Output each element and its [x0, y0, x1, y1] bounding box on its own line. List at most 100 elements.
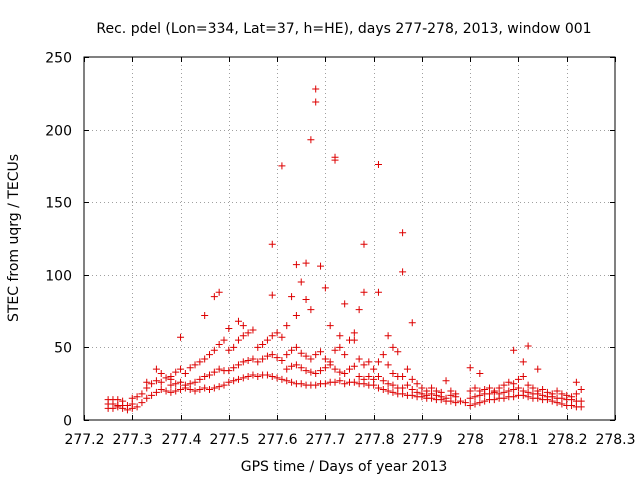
data-point	[152, 365, 160, 373]
data-point	[143, 394, 151, 402]
data-point	[432, 387, 440, 395]
data-point	[413, 388, 421, 396]
data-point	[138, 390, 146, 398]
data-point	[177, 365, 185, 373]
data-points	[104, 85, 585, 414]
data-point	[230, 343, 238, 351]
data-point	[408, 319, 416, 327]
y-tick-label: 50	[54, 341, 72, 357]
data-point	[244, 356, 252, 364]
data-point	[254, 343, 262, 351]
data-point	[283, 377, 291, 385]
data-point	[519, 358, 527, 366]
data-point	[268, 372, 276, 380]
data-point	[471, 384, 479, 392]
data-point	[196, 375, 204, 383]
data-point	[210, 293, 218, 301]
data-point	[350, 329, 358, 337]
data-point	[500, 388, 508, 396]
data-point	[384, 380, 392, 388]
data-point	[186, 364, 194, 372]
data-point	[510, 393, 518, 401]
data-point	[374, 358, 382, 366]
data-point	[283, 365, 291, 373]
data-point	[210, 368, 218, 376]
data-point	[389, 370, 397, 378]
data-point	[263, 352, 271, 360]
data-point	[360, 375, 368, 383]
data-point	[278, 333, 286, 341]
y-axis-label: STEC from uqrg / TECUs	[6, 154, 22, 322]
data-point	[312, 381, 320, 389]
data-point	[423, 387, 431, 395]
data-point	[321, 284, 329, 292]
data-point	[206, 386, 214, 394]
data-point	[230, 377, 238, 385]
data-point	[297, 349, 305, 357]
data-point	[201, 384, 209, 392]
data-point	[341, 380, 349, 388]
data-point	[519, 372, 527, 380]
data-point	[278, 375, 286, 383]
data-point	[384, 332, 392, 340]
data-point	[201, 311, 209, 319]
data-point	[133, 393, 141, 401]
data-point	[321, 364, 329, 372]
x-tick-label: 277.6	[257, 432, 297, 448]
data-point	[278, 162, 286, 170]
data-point	[128, 394, 136, 402]
chart-title: Rec. pdel (Lon=334, Lat=37, h=HE), days …	[96, 21, 591, 37]
data-point	[466, 364, 474, 372]
data-point	[210, 384, 218, 392]
data-point	[326, 358, 334, 366]
data-point	[355, 355, 363, 363]
data-point	[331, 365, 339, 373]
data-point	[249, 326, 257, 334]
data-point	[548, 390, 556, 398]
data-point	[399, 268, 407, 276]
data-point	[259, 340, 267, 348]
data-point	[336, 377, 344, 385]
data-point	[476, 387, 484, 395]
data-point	[234, 317, 242, 325]
data-point	[119, 397, 127, 405]
data-point	[312, 351, 320, 359]
plot-frame	[83, 56, 616, 421]
data-point	[249, 355, 257, 363]
data-point	[249, 371, 257, 379]
data-point	[225, 378, 233, 386]
data-point	[292, 343, 300, 351]
data-point	[321, 355, 329, 363]
x-tick-label: 278.3	[595, 432, 635, 448]
data-point	[466, 394, 474, 402]
data-point	[191, 387, 199, 395]
data-point	[172, 387, 180, 395]
data-point	[157, 378, 165, 386]
data-point	[384, 361, 392, 369]
x-tick-label: 277.8	[354, 432, 394, 448]
data-point	[225, 367, 233, 375]
data-point	[558, 390, 566, 398]
data-point	[225, 346, 233, 354]
data-point	[307, 306, 315, 314]
data-point	[384, 387, 392, 395]
data-point	[210, 346, 218, 354]
axis-ticks: 277.2 277.3 277.4 277.5 277.6 277.7 277.8 277.9…	[45, 51, 635, 449]
data-point	[239, 322, 247, 330]
data-point	[157, 386, 165, 394]
data-point	[452, 390, 460, 398]
data-point	[172, 380, 180, 388]
data-point	[297, 278, 305, 286]
data-point	[331, 378, 339, 386]
data-point	[138, 399, 146, 407]
data-point	[553, 387, 561, 395]
data-point	[365, 358, 373, 366]
data-point	[220, 336, 228, 344]
data-point	[317, 348, 325, 356]
data-point	[399, 384, 407, 392]
data-point	[201, 372, 209, 380]
data-point	[418, 384, 426, 392]
data-point	[577, 386, 585, 394]
x-tick-label: 277.3	[112, 432, 152, 448]
data-point	[283, 351, 291, 359]
